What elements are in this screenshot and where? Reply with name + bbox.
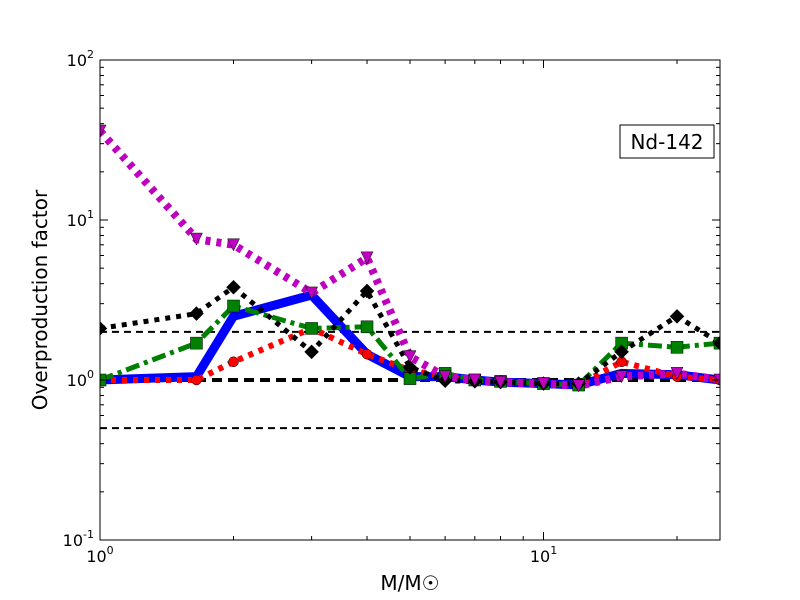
y-tick-label-1: 100: [67, 368, 94, 390]
y-tick-label-0: 10-1: [63, 528, 94, 550]
series-4-point-0: [100, 124, 107, 138]
series-4-point-6: [438, 370, 452, 384]
series-line-0: [100, 289, 720, 390]
series-2-point-12: [670, 341, 684, 354]
series-4-point-1: [190, 232, 203, 246]
series-4-point-10: [572, 379, 586, 393]
series-4-point-11: [615, 370, 629, 384]
series-3-point-2: [226, 279, 241, 295]
y-axis-label: Overproduction factor: [28, 189, 52, 410]
series-3-point-1: [189, 306, 204, 321]
series-1-point-1: [191, 374, 202, 386]
series-3-point-3: [304, 344, 319, 360]
series-2-point-1: [190, 336, 203, 350]
series-line-2: [100, 303, 720, 388]
annotation-label: Nd-142: [630, 130, 703, 154]
series-2-point-3: [305, 322, 318, 335]
series-4-point-3: [305, 286, 319, 300]
plot-area: [100, 124, 720, 430]
series-3-point-12: [669, 308, 685, 324]
series-4-point-9: [537, 377, 550, 391]
x-tick-label-0: 100: [86, 544, 113, 566]
series-4-point-4: [360, 251, 374, 265]
series-4-point-8: [494, 375, 507, 389]
series-3-point-11: [614, 344, 629, 360]
series-line-1: [100, 325, 720, 389]
series-2-point-4: [360, 320, 374, 334]
series-4-point-12: [670, 367, 684, 380]
y-tick-label-2: 101: [67, 208, 94, 230]
annotation-box: Nd-142: [619, 124, 715, 159]
y-tick-label-3: 102: [67, 48, 94, 70]
series-1-point-2: [228, 356, 239, 368]
series-1-point-4: [361, 348, 373, 360]
series-4-point-5: [403, 350, 417, 364]
x-axis-label: M/M☉: [380, 571, 439, 595]
series-3-point-5: [402, 359, 418, 375]
series-4-point-2: [227, 238, 240, 252]
series-3-point-4: [359, 283, 375, 299]
series-2-point-2: [227, 299, 240, 313]
series-3-point-13: [712, 335, 720, 351]
x-tick-label-1: 101: [530, 544, 557, 566]
series-line-3: [100, 284, 720, 387]
series-4-point-7: [468, 373, 482, 387]
annotation-frame: [619, 124, 715, 159]
